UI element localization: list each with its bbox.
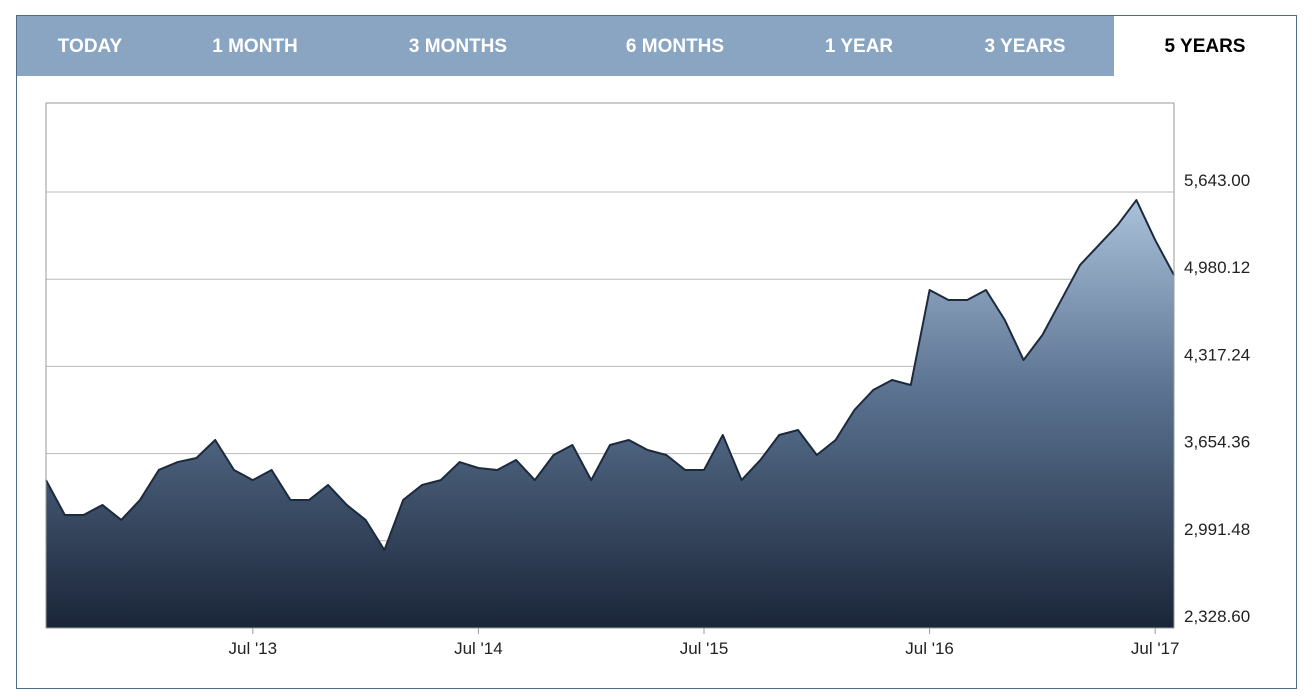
y-tick-label: 2,991.48: [1184, 520, 1250, 539]
tab[interactable]: 6 MONTHS: [625, 36, 725, 57]
tab[interactable]: 5 YEARS: [1114, 16, 1296, 76]
widget: TODAY 1 MONTH 3 MONTHS 6 MONTHS 1 YEAR 3 YEAR…: [16, 15, 1297, 689]
area-fill: [46, 200, 1174, 628]
tab[interactable]: 3 YEARS: [984, 36, 1066, 57]
x-tick-label: Jul '16: [905, 639, 954, 658]
y-tick-label: 3,654.36: [1184, 433, 1250, 452]
plot-border: [45, 102, 1175, 629]
x-tick-label: Jul '13: [228, 639, 277, 658]
y-tick-label: 2,328.60: [1184, 607, 1250, 626]
tab[interactable]: 1 MONTH: [212, 36, 298, 57]
x-tick-label: Jul '17: [1131, 639, 1180, 658]
x-tick-label: Jul '14: [454, 639, 503, 658]
tab[interactable]: 1 YEAR: [824, 36, 894, 57]
tab-bar-background: [17, 16, 1114, 76]
y-tick-label: 4,980.12: [1184, 258, 1250, 277]
tab[interactable]: TODAY: [57, 36, 123, 57]
line: [45, 199, 1175, 552]
x-tick-label: Jul '15: [680, 639, 729, 658]
y-tick-label: 5,643.00: [1184, 171, 1250, 190]
y-tick-label: 4,317.24: [1184, 345, 1250, 364]
tab[interactable]: 3 MONTHS: [408, 36, 508, 57]
tab-bar: TODAY 1 MONTH 3 MONTHS 6 MONTHS 1 YEAR 3 YEAR…: [17, 16, 1296, 76]
